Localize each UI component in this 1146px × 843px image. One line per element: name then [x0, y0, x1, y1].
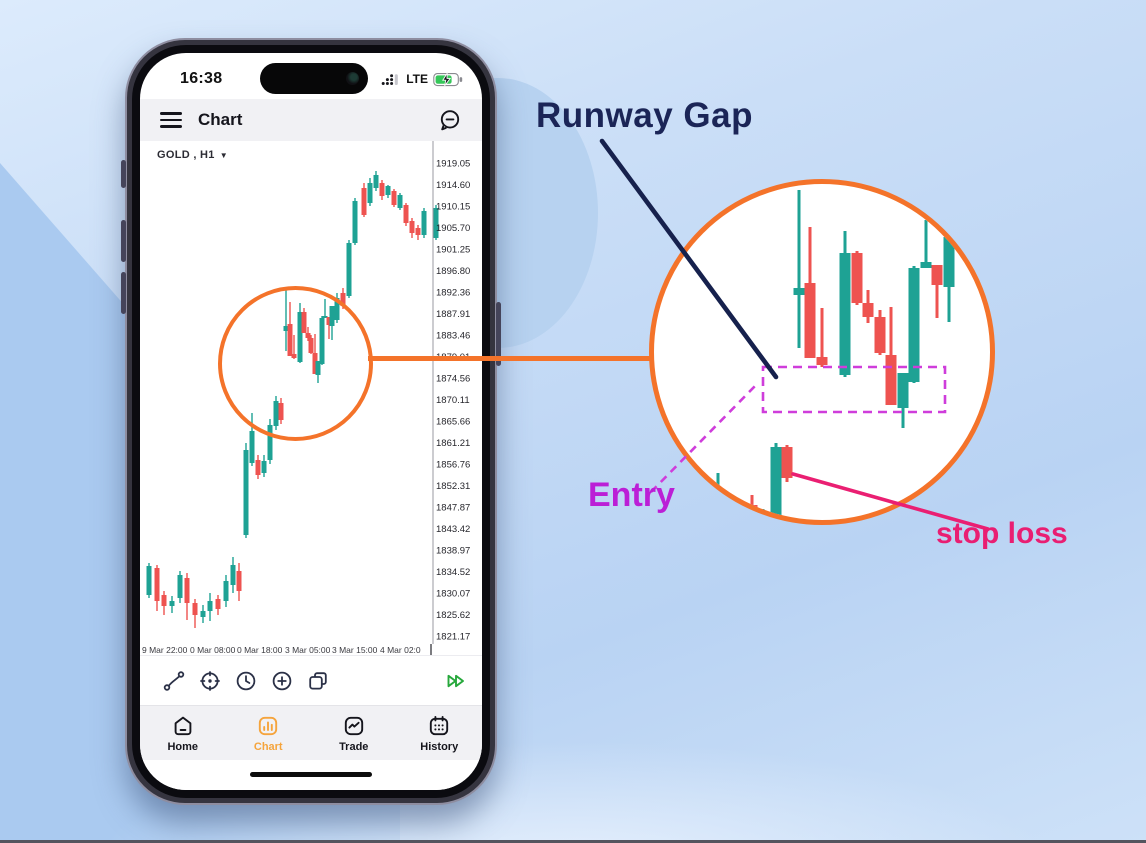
chart-area[interactable]: GOLD , H1 ▼ 1919.05 1914.60 1910.15 1905.70… — [140, 141, 482, 655]
svg-text:1825.62: 1825.62 — [436, 610, 470, 621]
svg-text:1847.87: 1847.87 — [436, 503, 470, 514]
phone-bezel: 16:38 LTE — [132, 45, 490, 798]
tab-home[interactable]: Home — [140, 706, 226, 760]
svg-text:1861.21: 1861.21 — [436, 438, 470, 449]
svg-text:3 Mar 15:00: 3 Mar 15:00 — [332, 645, 378, 655]
tab-home-label: Home — [167, 740, 199, 753]
svg-text:1896.80: 1896.80 — [436, 266, 470, 277]
mute-switch[interactable] — [121, 160, 126, 188]
svg-text:1892.36: 1892.36 — [436, 288, 470, 299]
status-icons: LTE — [381, 71, 464, 87]
network-type-label: LTE — [406, 72, 428, 86]
cellular-signal-icon — [381, 74, 399, 85]
bottom-tab-bar: Home Chart Trade — [140, 705, 482, 760]
volume-up-button[interactable] — [121, 220, 126, 262]
svg-text:1887.91: 1887.91 — [436, 309, 470, 320]
runway-gap-label: Runway Gap — [536, 96, 753, 135]
page-title: Chart — [198, 110, 243, 129]
app-header: Chart — [140, 99, 482, 141]
svg-text:1821.17: 1821.17 — [436, 632, 470, 643]
history-calendar-icon — [430, 715, 449, 735]
tab-trade[interactable]: Trade — [311, 706, 397, 760]
svg-text:4 Mar 02:0: 4 Mar 02:0 — [380, 645, 421, 655]
svg-text:1852.31: 1852.31 — [436, 481, 470, 492]
chart-toolbar — [140, 655, 482, 705]
svg-text:1901.25: 1901.25 — [436, 245, 470, 256]
magnifier-circle — [649, 179, 995, 525]
tab-trade-label: Trade — [339, 740, 369, 753]
svg-text:1856.76: 1856.76 — [436, 460, 470, 471]
highlight-circle-small — [218, 286, 373, 441]
timeframe-clock-icon[interactable] — [234, 669, 258, 693]
trendline-tool-icon[interactable] — [162, 669, 186, 693]
svg-text:1914.60: 1914.60 — [436, 180, 470, 191]
tab-history[interactable]: History — [397, 706, 483, 760]
tab-history-label: History — [420, 740, 459, 753]
status-bar: 16:38 LTE — [140, 53, 482, 99]
symbol-label: GOLD , H1 — [157, 149, 215, 161]
symbol-selector[interactable]: GOLD , H1 ▼ — [157, 149, 228, 161]
chat-icon[interactable] — [438, 108, 462, 132]
magnifier-connector-line — [368, 356, 652, 361]
svg-text:3 Mar 05:00: 3 Mar 05:00 — [285, 645, 331, 655]
clock-time: 16:38 — [180, 70, 223, 87]
chevron-down-icon: ▼ — [219, 150, 228, 160]
phone-screen: 16:38 LTE — [140, 53, 482, 790]
entry-label: Entry — [588, 476, 675, 514]
svg-text:1870.11: 1870.11 — [436, 395, 470, 406]
tab-chart-label: Chart — [253, 740, 283, 753]
battery-charging-icon — [433, 71, 463, 86]
svg-text:9 Mar 22:00: 9 Mar 22:00 — [142, 645, 188, 655]
trade-icon — [344, 716, 363, 735]
crosshair-tool-icon[interactable] — [198, 669, 222, 693]
svg-text:1919.05: 1919.05 — [436, 159, 470, 170]
svg-text:1883.46: 1883.46 — [436, 331, 470, 342]
home-indicator[interactable] — [250, 772, 372, 777]
tab-chart[interactable]: Chart — [226, 706, 312, 760]
svg-text:1874.56: 1874.56 — [436, 374, 470, 385]
svg-text:1910.15: 1910.15 — [436, 202, 470, 213]
svg-text:1834.52: 1834.52 — [436, 567, 470, 578]
home-icon — [174, 716, 192, 735]
phone-mockup: 16:38 LTE — [121, 38, 501, 805]
svg-text:0 Mar 18:00: 0 Mar 18:00 — [237, 645, 283, 655]
bottom-edge-strip — [0, 840, 1146, 843]
dynamic-island — [260, 63, 368, 94]
svg-text:1838.97: 1838.97 — [436, 546, 470, 557]
volume-down-button[interactable] — [121, 272, 126, 314]
layers-icon[interactable] — [306, 669, 330, 693]
home-indicator-area — [140, 760, 482, 790]
power-button[interactable] — [496, 302, 501, 366]
svg-text:0 Mar 08:00: 0 Mar 08:00 — [190, 645, 236, 655]
stop-loss-label: stop loss — [936, 517, 1068, 550]
menu-icon[interactable] — [160, 112, 182, 128]
chart-icon — [259, 716, 278, 735]
svg-text:1830.07: 1830.07 — [436, 589, 470, 600]
svg-text:1865.66: 1865.66 — [436, 417, 470, 428]
svg-text:1843.42: 1843.42 — [436, 524, 470, 535]
add-order-icon[interactable] — [270, 669, 294, 693]
fast-forward-icon[interactable] — [444, 669, 468, 693]
magnified-candlestick-chart — [712, 190, 955, 520]
camera-icon — [346, 72, 359, 85]
svg-text:1905.70: 1905.70 — [436, 223, 470, 234]
